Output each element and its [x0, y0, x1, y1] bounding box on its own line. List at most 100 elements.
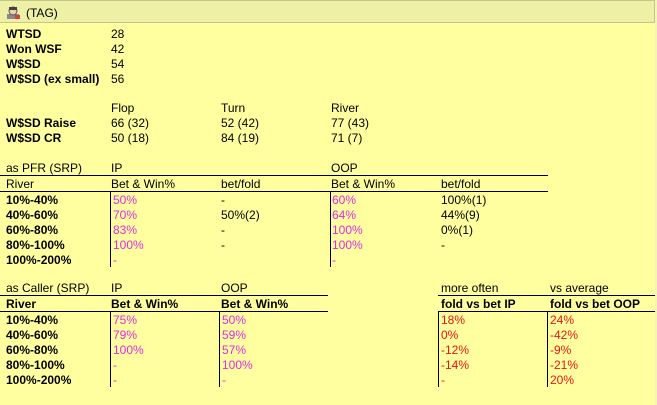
caller-ip-betwin: 79%: [113, 328, 138, 342]
caller-header-underline: [438, 311, 657, 312]
pfr-oop-betwin: -: [332, 253, 336, 267]
stat-label: W$SD: [6, 57, 41, 71]
caller-fold-oop: -9%: [550, 343, 572, 357]
stat-value: 28: [111, 27, 125, 41]
caller-group-more-often: more often: [441, 281, 499, 295]
caller-fold-ip: -: [441, 373, 445, 387]
caller-fold-oop: 24%: [550, 313, 575, 327]
caller-oop-betwin: 100%: [222, 358, 253, 372]
caller-group-underline: [0, 295, 328, 296]
pfr-range: 40%-60%: [6, 208, 59, 222]
window-header: (TAG): [0, 0, 655, 23]
pfr-ip-betfold: -: [221, 223, 225, 237]
caller-col-fold-oop: fold vs bet OOP: [550, 297, 641, 311]
caller-fold-ip: -12%: [441, 343, 470, 357]
pfr-ip-betwin: 83%: [113, 223, 138, 237]
street-row-label: W$SD Raise: [6, 116, 77, 130]
pfr-oop-betwin: 100%: [332, 238, 363, 252]
pfr-ip-betfold: -: [221, 238, 225, 252]
caller-group-vs-average: vs average: [550, 281, 609, 295]
caller-fold-ip: 18%: [441, 313, 466, 327]
caller-oop-betwin: 57%: [222, 343, 247, 357]
pfr-divider: [330, 192, 331, 267]
pfr-group-underline: [0, 175, 548, 176]
caller-col-bw-ip: Bet & Win%: [111, 297, 179, 311]
pfr-group-ip: IP: [111, 161, 123, 175]
caller-group-ip: IP: [111, 281, 123, 295]
pfr-oop-betfold: 0%(1): [441, 223, 474, 237]
stat-label: W$SD (ex small): [6, 72, 100, 86]
pfr-group-oop: OOP: [331, 161, 358, 175]
caller-col-fold-ip: fold vs bet IP: [441, 297, 516, 311]
pfr-range: 100%-200%: [6, 253, 72, 267]
street-cell: 50 (18): [111, 131, 150, 145]
caller-group-oop: OOP: [221, 281, 248, 295]
pfr-oop-betwin: 100%: [332, 223, 363, 237]
pfr-ip-betfold: -: [221, 193, 225, 207]
stat-value: 54: [111, 57, 125, 71]
caller-fold-ip: 0%: [441, 328, 459, 342]
caller-section-title: as Caller (SRP): [6, 281, 90, 295]
street-row-label: W$SD CR: [6, 131, 62, 145]
caller-fold-oop: 20%: [550, 373, 575, 387]
pfr-header-underline: [0, 191, 548, 192]
street-cell: 77 (43): [331, 116, 370, 130]
caller-divider: [547, 312, 548, 387]
pfr-oop-betfold: 100%(1): [441, 193, 487, 207]
pfr-section-title: as PFR (SRP): [6, 161, 83, 175]
pfr-oop-betwin: 64%: [332, 208, 357, 222]
caller-oop-betwin: 50%: [222, 313, 247, 327]
caller-range: 100%-200%: [6, 373, 72, 387]
stat-value: 56: [111, 72, 125, 86]
caller-ip-betwin: -: [113, 358, 117, 372]
pfr-range: 60%-80%: [6, 223, 59, 237]
pfr-col-river: River: [6, 177, 35, 191]
caller-fold-oop: -42%: [550, 328, 579, 342]
stat-label: WTSD: [6, 27, 42, 41]
caller-divider: [219, 312, 220, 387]
stat-value: 42: [111, 42, 125, 56]
caller-ip-betwin: -: [113, 373, 117, 387]
caller-range: 10%-40%: [6, 313, 59, 327]
pfr-ip-betwin: -: [113, 253, 117, 267]
caller-group-underline: [438, 295, 657, 296]
stat-label: Won WSF: [6, 42, 62, 56]
street-header-flop: Flop: [111, 101, 135, 115]
pfr-col-bet-win-oop: Bet & Win%: [331, 177, 396, 191]
caller-header-underline: [0, 311, 328, 312]
caller-oop-betwin: 59%: [222, 328, 247, 342]
street-header-turn: Turn: [221, 101, 246, 115]
street-header-river: River: [331, 101, 360, 115]
caller-range: 80%-100%: [6, 358, 65, 372]
street-cell: 52 (42): [221, 116, 260, 130]
street-cell: 84 (19): [221, 131, 260, 145]
caller-divider: [110, 312, 111, 387]
pfr-ip-betwin: 50%: [113, 193, 138, 207]
poker-player-icon: [6, 6, 21, 20]
player-type-title: (TAG): [26, 6, 58, 20]
caller-fold-oop: -21%: [550, 358, 579, 372]
pfr-ip-betfold: 50%(2): [221, 208, 260, 222]
caller-divider: [438, 312, 439, 387]
caller-ip-betwin: 75%: [113, 313, 138, 327]
pfr-divider: [110, 192, 111, 267]
pfr-range: 10%-40%: [6, 193, 59, 207]
pfr-ip-betwin: 100%: [113, 238, 144, 252]
pfr-range: 80%-100%: [6, 238, 65, 252]
pfr-col-betfold-ip: bet/fold: [221, 177, 261, 191]
street-cell: 71 (7): [331, 131, 363, 145]
pfr-oop-betfold: -: [441, 238, 445, 252]
caller-range: 60%-80%: [6, 343, 59, 357]
pfr-col-betfold-oop: bet/fold: [441, 177, 481, 191]
caller-col-bw-oop: Bet & Win%: [221, 297, 289, 311]
pfr-col-bet-win-ip: Bet & Win%: [111, 177, 176, 191]
pfr-oop-betfold: 44%(9): [441, 208, 480, 222]
caller-col-river: River: [6, 297, 37, 311]
pfr-oop-betwin: 60%: [332, 193, 357, 207]
caller-oop-betwin: -: [222, 373, 226, 387]
caller-fold-ip: -14%: [441, 358, 470, 372]
street-cell: 66 (32): [111, 116, 150, 130]
pfr-ip-betwin: 70%: [113, 208, 138, 222]
caller-range: 40%-60%: [6, 328, 59, 342]
caller-ip-betwin: 100%: [113, 343, 144, 357]
